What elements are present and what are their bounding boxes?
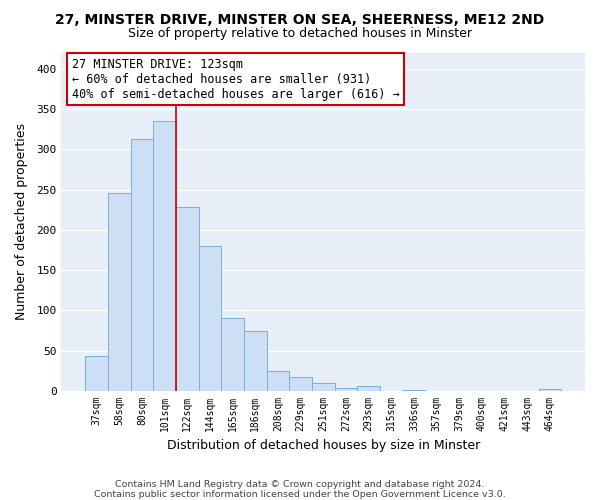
- Bar: [108, 193, 131, 391]
- Bar: [539, 388, 561, 391]
- Bar: [153, 121, 176, 391]
- Bar: [403, 390, 425, 391]
- Bar: [244, 330, 266, 391]
- Bar: [289, 376, 312, 391]
- Bar: [335, 388, 357, 391]
- Text: 27, MINSTER DRIVE, MINSTER ON SEA, SHEERNESS, ME12 2ND: 27, MINSTER DRIVE, MINSTER ON SEA, SHEER…: [55, 12, 545, 26]
- Bar: [199, 246, 221, 391]
- X-axis label: Distribution of detached houses by size in Minster: Distribution of detached houses by size …: [167, 440, 480, 452]
- Text: Contains public sector information licensed under the Open Government Licence v3: Contains public sector information licen…: [94, 490, 506, 499]
- Text: Contains HM Land Registry data © Crown copyright and database right 2024.: Contains HM Land Registry data © Crown c…: [115, 480, 485, 489]
- Text: 27 MINSTER DRIVE: 123sqm
← 60% of detached houses are smaller (931)
40% of semi-: 27 MINSTER DRIVE: 123sqm ← 60% of detach…: [72, 58, 400, 100]
- Bar: [85, 356, 108, 391]
- Bar: [131, 139, 153, 391]
- Bar: [176, 208, 199, 391]
- Bar: [266, 371, 289, 391]
- Bar: [312, 383, 335, 391]
- Bar: [221, 318, 244, 391]
- Text: Size of property relative to detached houses in Minster: Size of property relative to detached ho…: [128, 28, 472, 40]
- Y-axis label: Number of detached properties: Number of detached properties: [15, 124, 28, 320]
- Bar: [357, 386, 380, 391]
